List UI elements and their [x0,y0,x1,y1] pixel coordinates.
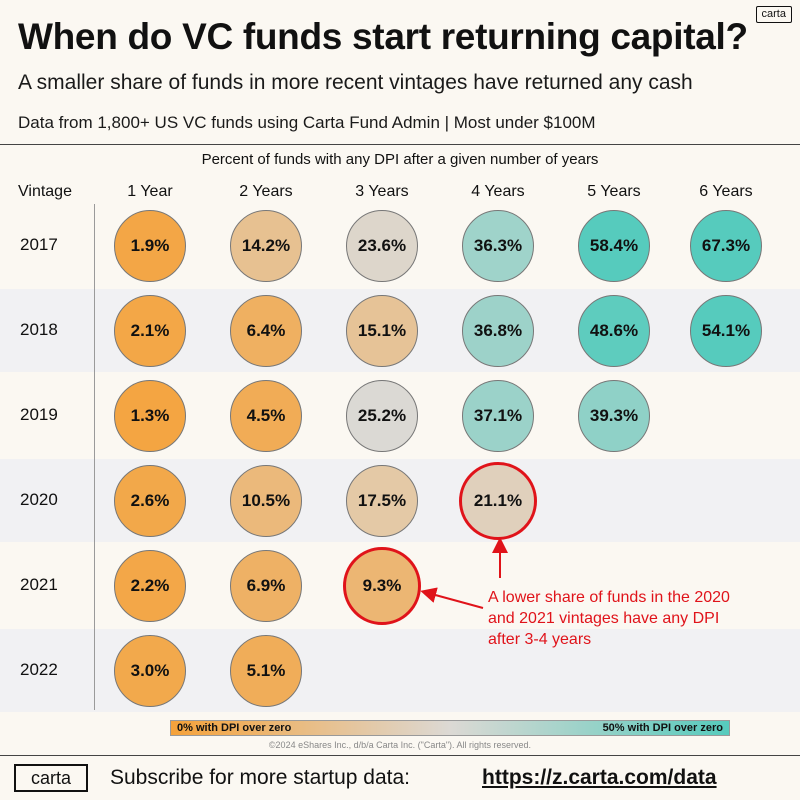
dpi-cell: 36.8% [462,295,534,367]
chart-title: Percent of funds with any DPI after a gi… [201,151,599,168]
dpi-cell: 1.9% [114,210,186,282]
legend-min-label: 0% with DPI over zero [177,722,292,734]
dpi-cell: 39.3% [578,380,650,452]
dpi-cell: 21.1% [459,462,537,540]
copyright-notice: ©2024 eShares Inc., d/b/a Carta Inc. ("C… [268,740,532,750]
dpi-cell: 9.3% [343,547,421,625]
dpi-cell: 2.6% [114,465,186,537]
dpi-cell: 54.1% [690,295,762,367]
legend-max-label: 50% with DPI over zero [602,722,723,734]
dpi-cell: 67.3% [690,210,762,282]
column-header: 5 Years [587,183,641,200]
dpi-cell: 3.0% [114,635,186,707]
dpi-cell: 6.9% [230,550,302,622]
bottom-divider [0,755,800,756]
dpi-cell: 37.1% [462,380,534,452]
vintage-label: 2017 [20,235,58,254]
axis-divider [94,204,95,710]
vintage-label: 2022 [20,660,58,679]
dpi-cell: 36.3% [462,210,534,282]
footer-logo: carta [14,764,88,792]
column-header: 6 Years [699,183,753,200]
arrow-to-2021 [420,587,484,609]
page-title: When do VC funds start returning capital… [18,16,748,57]
dpi-cell: 14.2% [230,210,302,282]
dpi-cell: 6.4% [230,295,302,367]
data-source-note: Data from 1,800+ US VC funds using Carta… [18,113,596,132]
column-header: 4 Years [471,183,525,200]
dpi-cell: 23.6% [346,210,418,282]
vintage-label: 2019 [20,405,58,424]
dpi-cell: 5.1% [230,635,302,707]
dpi-cell: 4.5% [230,380,302,452]
dpi-cell: 2.1% [114,295,186,367]
dpi-cell: 15.1% [346,295,418,367]
dpi-cell: 58.4% [578,210,650,282]
dpi-cell: 48.6% [578,295,650,367]
page-subtitle: A smaller share of funds in more recent … [18,71,693,94]
dpi-cell: 25.2% [346,380,418,452]
vintage-label: 2021 [20,575,58,594]
footer-text: Subscribe for more startup data: [110,766,410,789]
row-header-label: Vintage [18,183,72,200]
vintage-label: 2018 [20,320,58,339]
color-legend: 0% with DPI over zero 50% with DPI over … [170,720,730,736]
dpi-cell: 2.2% [114,550,186,622]
column-header: 3 Years [355,183,409,200]
column-header: 1 Year [127,183,173,200]
column-header: 2 Years [239,183,293,200]
dpi-cell: 17.5% [346,465,418,537]
vintage-label: 2020 [20,490,58,509]
subscribe-link[interactable]: https://z.carta.com/data [482,766,717,789]
annotation-text: A lower share of funds in the 2020 and 2… [488,589,730,648]
dpi-cell: 1.3% [114,380,186,452]
dpi-cell: 10.5% [230,465,302,537]
top-divider [0,144,800,145]
brand-tag: carta [755,6,792,23]
